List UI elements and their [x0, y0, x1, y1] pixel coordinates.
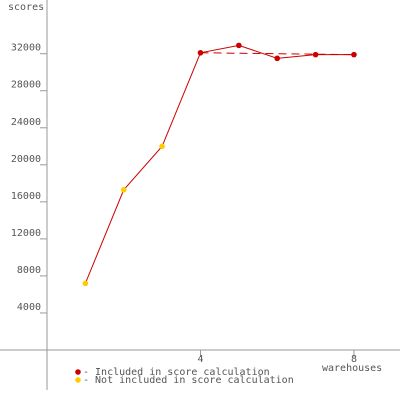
x-axis-label: warehouses [322, 363, 382, 374]
legend-label: - Not included in score calculation [83, 375, 294, 386]
data-point [197, 49, 204, 56]
x-tick-label: 8 [351, 354, 357, 365]
data-point [351, 51, 357, 58]
y-tick-label: 20000 [11, 154, 41, 165]
data-point [236, 42, 242, 49]
x-tick-label: 4 [197, 354, 203, 365]
data-point [274, 55, 281, 62]
legend-marker [75, 377, 81, 383]
legend-marker [75, 369, 81, 375]
data-point [120, 187, 127, 193]
data-point [312, 51, 319, 58]
y-tick-label: 28000 [11, 80, 41, 91]
y-tick-label: 32000 [11, 43, 41, 54]
y-tick-label: 24000 [11, 117, 41, 128]
score-line [200, 52, 354, 56]
y-tick-label: 8000 [17, 265, 41, 276]
y-tick-label: 12000 [11, 228, 41, 239]
data-line [84, 44, 354, 284]
y-tick-label: 4000 [17, 302, 41, 313]
data-point [82, 280, 89, 287]
legend-label: - Included in score calculation [83, 367, 270, 378]
y-tick-label: 16000 [11, 191, 41, 202]
y-axis-label: scores [8, 2, 44, 13]
data-point [159, 143, 165, 150]
